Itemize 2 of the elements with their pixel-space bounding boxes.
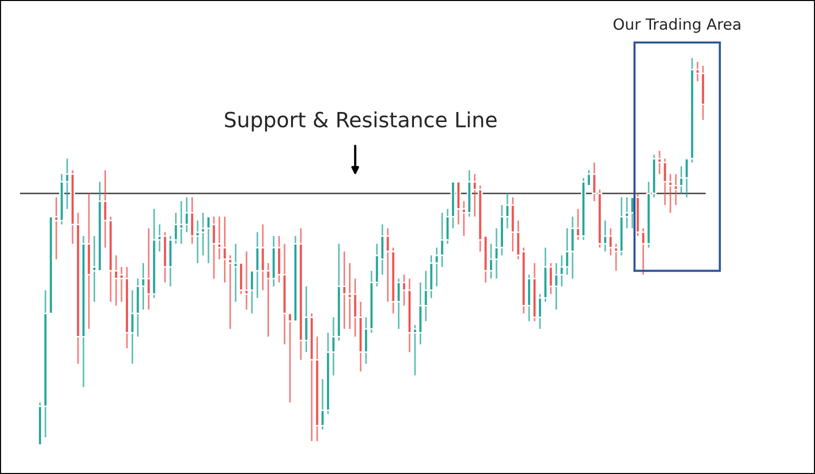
text: Our Trading Area xyxy=(614,18,740,33)
ref-line-label: Support & Resistance Line xyxy=(224,111,497,132)
